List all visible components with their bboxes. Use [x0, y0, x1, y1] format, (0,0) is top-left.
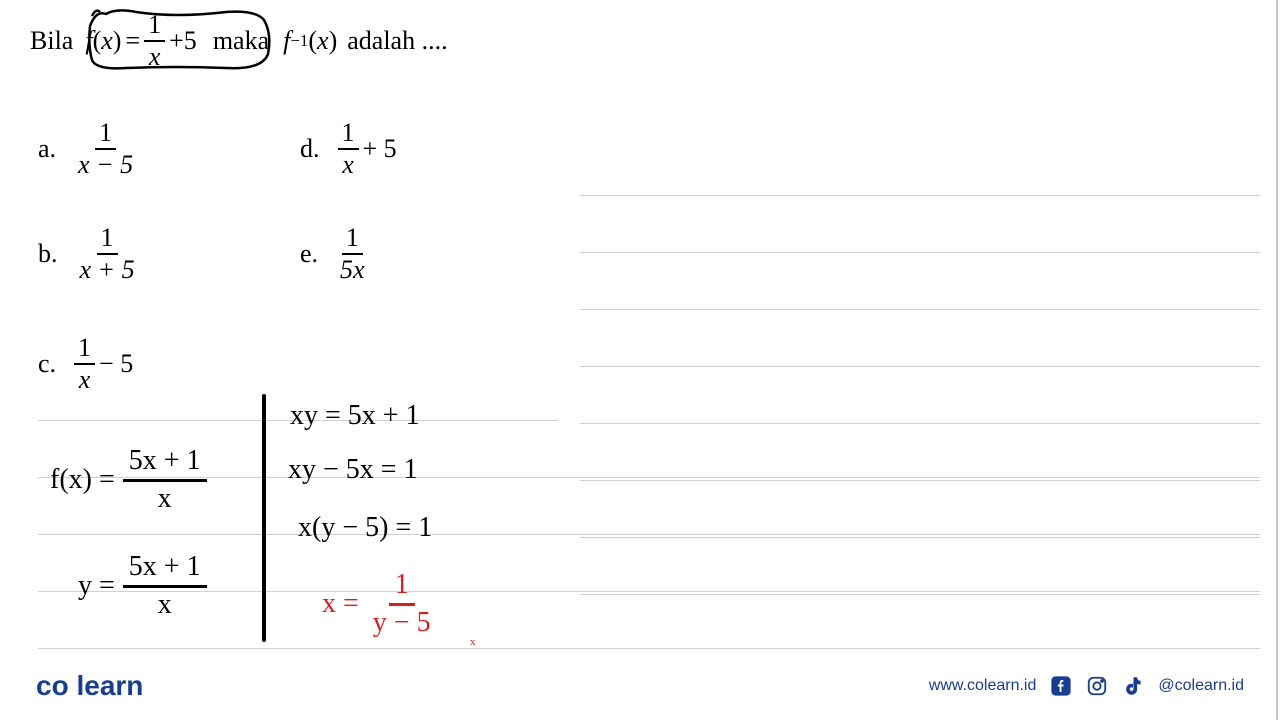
maka: maka — [213, 26, 269, 56]
hw-right-4: x = 1 y − 5 — [322, 570, 437, 639]
footer-handle: @colearn.id — [1158, 677, 1244, 695]
ruled-line — [38, 648, 1260, 649]
brand-logo: co learn — [36, 670, 143, 702]
hw-right-2: xy − 5x = 1 — [288, 454, 418, 486]
option-c-suffix: − 5 — [99, 349, 133, 379]
finv-exp: −1 — [290, 31, 308, 51]
hw-right-3: x(y − 5) = 1 — [298, 512, 432, 544]
ruled-line — [38, 477, 1260, 478]
adalah: adalah .... — [347, 26, 447, 56]
handwritten-divider — [262, 394, 266, 642]
hw-line-fx: f(x) = 5x + 1 x — [50, 446, 207, 515]
equals: = — [125, 26, 140, 56]
logo-learn: learn — [76, 670, 143, 701]
option-e-label: e. — [300, 239, 318, 269]
finv-f: f — [283, 26, 290, 56]
question-prefix: Bila — [30, 26, 73, 56]
option-c: c. 1 x − 5 — [38, 335, 133, 393]
ruled-line — [38, 534, 1260, 535]
option-c-label: c. — [38, 349, 56, 379]
hw-small-x: x — [470, 636, 476, 648]
hw-line-y: y = 5x + 1 x — [78, 552, 207, 621]
footer-url: www.colearn.id — [929, 677, 1037, 695]
paren-close: ) — [113, 26, 122, 56]
instagram-icon — [1086, 675, 1108, 697]
fx-x: x — [101, 26, 113, 56]
footer: co learn www.colearn.id @colearn.id — [0, 670, 1280, 702]
option-b: b. 1 x + 5 — [38, 225, 143, 283]
page-right-border — [1276, 0, 1278, 720]
option-d-label: d. — [300, 134, 320, 164]
footer-right: www.colearn.id @colearn.id — [929, 675, 1244, 697]
question-text: Bila f ( x ) = 1 x +5 maka f −1 ( x ) ad… — [30, 12, 448, 70]
ruled-lines-right — [580, 195, 1260, 651]
paren-open-2: ( — [308, 26, 317, 56]
option-b-frac: 1 x + 5 — [76, 225, 139, 283]
option-e: e. 1 5x — [300, 225, 373, 283]
tiktok-icon — [1122, 675, 1144, 697]
hw-right-1: xy = 5x + 1 — [290, 400, 420, 432]
option-d: d. 1 x + 5 — [300, 120, 397, 178]
paren-close-2: ) — [329, 26, 338, 56]
logo-co: co — [36, 670, 69, 701]
option-a-label: a. — [38, 134, 56, 164]
plus-5: +5 — [169, 26, 197, 56]
fraction-1-over-x: 1 x — [144, 12, 165, 70]
finv-x: x — [317, 26, 329, 56]
option-b-label: b. — [38, 239, 58, 269]
ruled-line — [38, 591, 1260, 592]
option-c-frac: 1 x — [74, 335, 95, 393]
option-a: a. 1 x − 5 — [38, 120, 141, 178]
option-e-frac: 1 5x — [336, 225, 369, 283]
facebook-icon — [1050, 675, 1072, 697]
option-d-frac: 1 x — [338, 120, 359, 178]
option-a-frac: 1 x − 5 — [74, 120, 137, 178]
option-d-suffix: + 5 — [363, 134, 397, 164]
paren-open: ( — [93, 26, 102, 56]
fx-f: f — [85, 26, 92, 56]
